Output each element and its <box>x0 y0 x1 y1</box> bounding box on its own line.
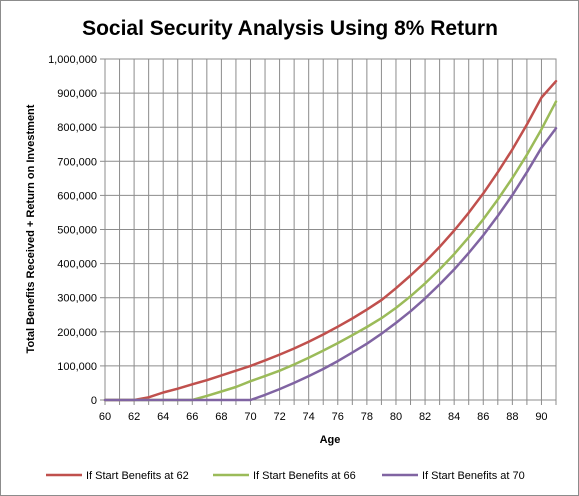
y-tick-label: 1,000,000 <box>48 54 97 66</box>
x-tick-label: 80 <box>390 411 402 423</box>
x-tick-label: 74 <box>303 411 315 423</box>
x-axis-label: Age <box>320 434 341 446</box>
x-tick-label: 68 <box>215 411 227 423</box>
x-tick-label: 66 <box>186 411 198 423</box>
series-line-1 <box>103 79 558 402</box>
legend-label: If Start Benefits at 62 <box>86 470 189 482</box>
series-line-3 <box>103 126 558 402</box>
gridlines <box>105 59 556 400</box>
x-tick-label: 60 <box>99 411 111 423</box>
x-tick-label: 84 <box>448 411 460 423</box>
y-axis-ticks: 0 100,000 200,000 300,000 400,000 500,000 600,… <box>48 54 105 407</box>
y-tick-label: 800,000 <box>57 122 97 134</box>
x-axis-ticks: 60 62 64 66 68 70 72 74 76 78 80 82 84 86 88 90 <box>99 400 557 423</box>
x-tick-label: 64 <box>157 411 169 423</box>
legend: If Start Benefits at 62 If Start Benefits… <box>46 470 525 482</box>
legend-label: If Start Benefits at 66 <box>253 470 356 482</box>
x-tick-label: 76 <box>332 411 344 423</box>
series-lines <box>103 79 558 402</box>
y-tick-label: 300,000 <box>57 293 97 305</box>
y-tick-label: 200,000 <box>57 327 97 339</box>
x-tick-label: 78 <box>361 411 373 423</box>
y-axis-label: Total Benefits Received + Return on Inve… <box>25 104 37 353</box>
y-tick-label: 600,000 <box>57 190 97 202</box>
y-tick-label: 900,000 <box>57 88 97 100</box>
y-tick-label: 100,000 <box>57 361 97 373</box>
x-tick-label: 82 <box>419 411 431 423</box>
x-tick-label: 70 <box>244 411 256 423</box>
x-tick-label: 90 <box>535 411 547 423</box>
y-tick-label: 700,000 <box>57 156 97 168</box>
y-tick-label: 500,000 <box>57 225 97 237</box>
x-tick-label: 62 <box>128 411 140 423</box>
x-tick-label: 72 <box>273 411 285 423</box>
y-tick-label: 0 <box>91 395 97 407</box>
chart-title: Social Security Analysis Using 8% Return <box>82 17 498 40</box>
x-tick-label: 88 <box>506 411 518 423</box>
x-tick-label: 86 <box>477 411 489 423</box>
legend-label: If Start Benefits at 70 <box>422 470 525 482</box>
y-tick-label: 400,000 <box>57 259 97 271</box>
